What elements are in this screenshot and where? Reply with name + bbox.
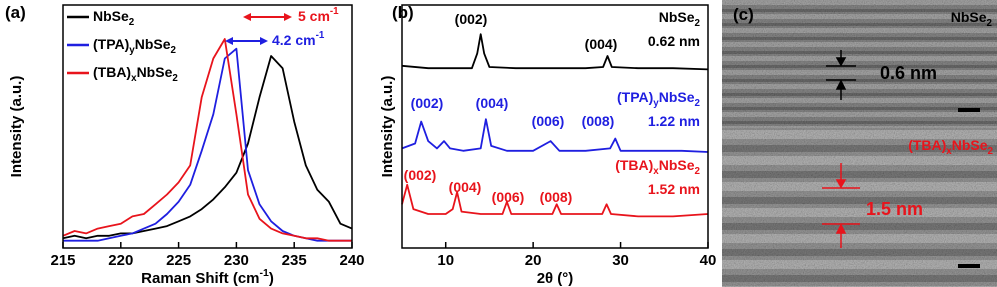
x-tick-label: 40 — [700, 252, 717, 269]
scale-bar — [958, 108, 980, 112]
series-line — [62, 38, 352, 242]
legend-label: (TPA)yNbSe2 — [93, 36, 177, 56]
x-tick-label: 230 — [224, 252, 249, 269]
sample-label: NbSe2 — [951, 9, 993, 29]
series-line — [62, 55, 353, 240]
x-tick-label: 20 — [525, 252, 542, 269]
spacing-marker — [822, 163, 860, 248]
annotation: 4.2 cm-1 — [272, 30, 325, 48]
sample-label: (TPA)yNbSe2 — [617, 89, 701, 109]
panel-label: (b) — [392, 3, 414, 22]
sample-label: (TBA)xNbSe2 — [615, 157, 700, 177]
series-line — [401, 183, 709, 218]
panel-label: (a) — [5, 3, 26, 22]
sample-label: (TBA)xNbSe2 — [908, 137, 993, 157]
x-tick-label: 240 — [339, 252, 364, 269]
x-tick-label: 235 — [282, 252, 307, 269]
legend-label: (TBA)xNbSe2 — [93, 64, 178, 84]
annotation: (004) — [585, 36, 618, 52]
series-line — [401, 118, 709, 153]
x-tick-label: 225 — [166, 252, 191, 269]
annotation: (006) — [492, 189, 525, 205]
annotation: (002) — [455, 11, 488, 27]
tem-panel: (c) NbSe2 0.6 nm (TBA)xNbSe2 1.5 nm — [722, 0, 997, 287]
annotation: 1.52 nm — [648, 181, 700, 197]
x-axis-label: Raman Shift (cm-1) — [141, 267, 274, 287]
annotation: (008) — [540, 189, 573, 205]
spacing-label: 1.5 nm — [866, 199, 923, 219]
spacing-marker — [826, 50, 856, 100]
annotation: (002) — [411, 95, 444, 111]
plot-frame — [62, 4, 353, 249]
x-tick-label: 30 — [612, 252, 629, 269]
annotation: (008) — [582, 113, 615, 129]
legend-label: NbSe2 — [93, 8, 135, 28]
plot-frame — [401, 4, 709, 249]
panel-label: (c) — [733, 5, 754, 24]
y-axis-label: Intensity (a.u.) — [379, 76, 396, 178]
x-tick-label: 215 — [50, 252, 75, 269]
y-axis-label: Intensity (a.u.) — [8, 76, 25, 178]
annotation: 0.62 nm — [648, 33, 700, 49]
annotation: (002) — [404, 167, 437, 183]
series-line — [401, 33, 709, 71]
scale-bar — [958, 264, 980, 268]
x-axis-label: 2θ (°) — [537, 270, 574, 287]
x-tick-label: 220 — [108, 252, 133, 269]
annotation: (004) — [449, 179, 482, 195]
sample-label: NbSe2 — [659, 9, 701, 29]
tem-image-bottom — [722, 128, 997, 287]
annotation: 5 cm-1 — [298, 6, 339, 24]
x-tick-label: 10 — [437, 252, 454, 269]
spacing-label: 0.6 nm — [880, 63, 937, 83]
tem-image-top — [722, 0, 997, 128]
annotation: 1.22 nm — [648, 113, 700, 129]
annotation: (004) — [476, 95, 509, 111]
annotation: (006) — [532, 113, 565, 129]
